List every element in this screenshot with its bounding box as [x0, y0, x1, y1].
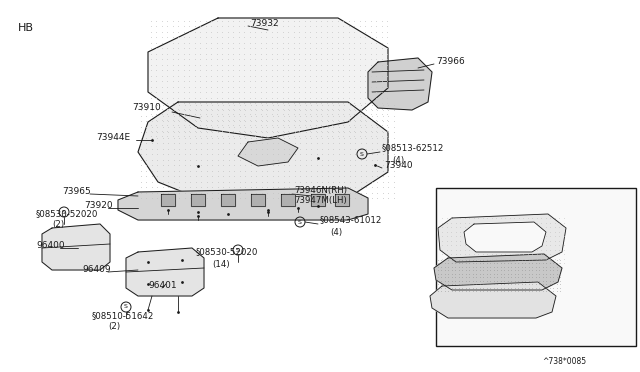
Text: 73944E: 73944E — [96, 134, 130, 142]
Text: 73932: 73932 — [250, 19, 278, 28]
Text: (14): (14) — [212, 260, 230, 269]
Polygon shape — [238, 138, 298, 166]
Text: 96409: 96409 — [82, 266, 111, 275]
Polygon shape — [368, 58, 432, 110]
Polygon shape — [138, 102, 388, 202]
Text: 73910V: 73910V — [574, 266, 607, 275]
Text: 73910: 73910 — [574, 246, 602, 254]
Text: 96401: 96401 — [148, 282, 177, 291]
Text: 73965: 73965 — [62, 186, 91, 196]
Polygon shape — [42, 224, 110, 270]
Polygon shape — [251, 194, 265, 206]
Text: (4): (4) — [330, 228, 342, 237]
Text: SUN ROOF: SUN ROOF — [441, 206, 488, 215]
Text: DP: HB(SGL): DP: HB(SGL) — [441, 195, 497, 203]
Text: 73967M: 73967M — [574, 288, 609, 296]
Text: (2): (2) — [108, 323, 120, 331]
Text: S: S — [62, 209, 66, 215]
Polygon shape — [221, 194, 235, 206]
Text: 73966: 73966 — [436, 58, 465, 67]
Polygon shape — [191, 194, 205, 206]
Text: S: S — [298, 219, 302, 224]
Polygon shape — [118, 188, 368, 220]
Polygon shape — [281, 194, 295, 206]
Polygon shape — [438, 214, 566, 262]
Polygon shape — [161, 194, 175, 206]
Text: 73920: 73920 — [84, 201, 113, 209]
Text: 73946N(RH): 73946N(RH) — [294, 186, 347, 195]
Text: 73940: 73940 — [384, 161, 413, 170]
Text: 73910: 73910 — [132, 103, 161, 112]
Polygon shape — [148, 18, 388, 138]
Text: (4): (4) — [392, 155, 404, 164]
Text: §08510-51642: §08510-51642 — [92, 311, 154, 321]
Polygon shape — [464, 222, 546, 252]
Text: 96400: 96400 — [36, 241, 65, 250]
Polygon shape — [126, 248, 204, 296]
Text: 73947M(LH): 73947M(LH) — [294, 196, 347, 205]
Text: §08543-61012: §08543-61012 — [320, 215, 382, 224]
Text: HB: HB — [18, 23, 34, 33]
Text: §08530-52020: §08530-52020 — [196, 247, 259, 257]
Text: §08513-62512: §08513-62512 — [382, 144, 444, 153]
Text: (2): (2) — [52, 221, 64, 230]
Text: S: S — [360, 151, 364, 157]
Text: S: S — [124, 305, 128, 310]
Bar — [436, 188, 636, 346]
Polygon shape — [335, 194, 349, 206]
Polygon shape — [311, 194, 325, 206]
Text: S: S — [236, 247, 240, 253]
Polygon shape — [430, 282, 556, 318]
Text: §08530-52020: §08530-52020 — [36, 209, 99, 218]
Text: ^738*0085: ^738*0085 — [542, 357, 586, 366]
Polygon shape — [434, 254, 562, 290]
